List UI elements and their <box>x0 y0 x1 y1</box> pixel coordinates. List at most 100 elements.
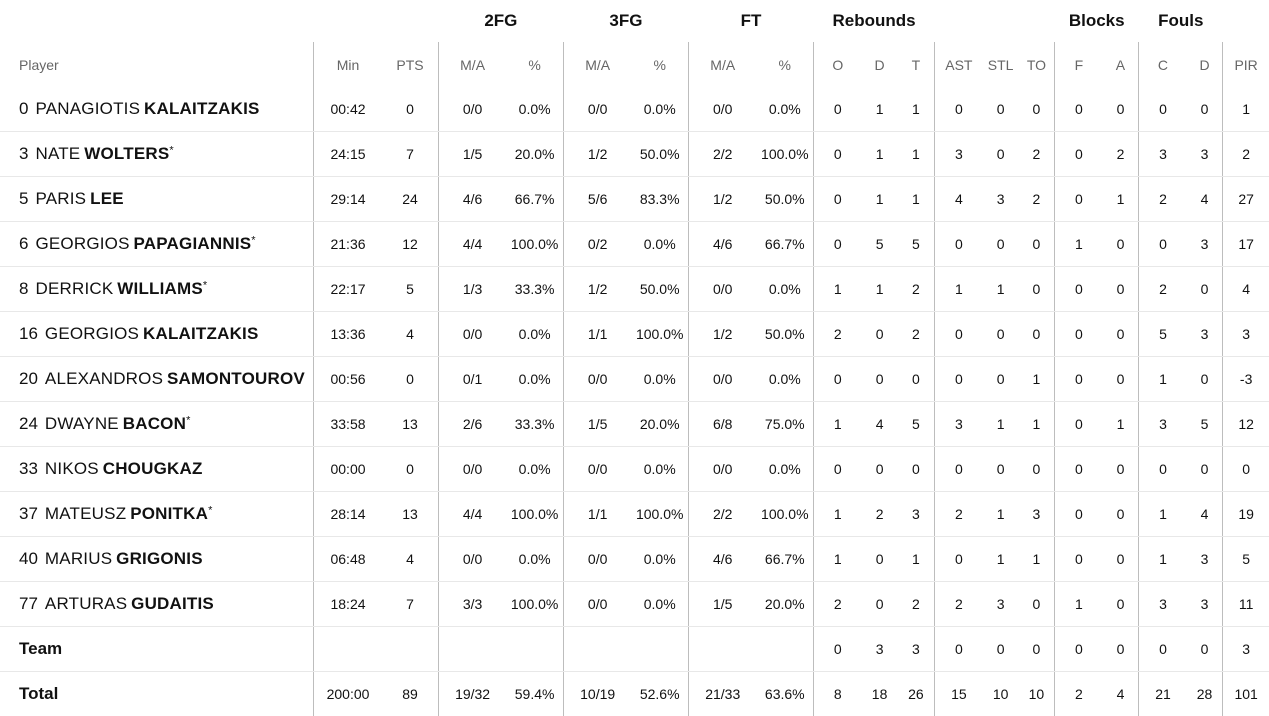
player-number: 3 <box>19 144 28 163</box>
fg2-pct-cell: 0.0% <box>506 357 563 402</box>
team-label: Team <box>0 627 313 672</box>
team-pir-cell: 3 <box>1223 627 1269 672</box>
ast-cell: 3 <box>935 132 983 177</box>
fg2-ma-cell: 4/4 <box>438 222 506 267</box>
player-last-name: GRIGONIS <box>116 549 203 568</box>
fg2-pct-cell: 33.3% <box>506 402 563 447</box>
foul-d-cell: 3 <box>1187 312 1223 357</box>
foul-d-cell: 3 <box>1187 582 1223 627</box>
reb-d-cell: 1 <box>862 267 898 312</box>
team-o-cell: 0 <box>814 627 862 672</box>
team-stl-cell: 0 <box>983 627 1019 672</box>
total-fg2-pct-cell: 59.4% <box>506 672 563 716</box>
reb-o-cell: 0 <box>814 447 862 492</box>
min-cell: 24:15 <box>313 132 382 177</box>
team-label-text: Team <box>19 639 62 658</box>
ast-cell: 0 <box>935 537 983 582</box>
player-first-name: MATEUSZ <box>45 504 126 523</box>
blk-f-cell: 0 <box>1055 402 1103 447</box>
to-cell: 0 <box>1019 222 1055 267</box>
player-last-name: BACON <box>123 414 186 433</box>
fg3-ma-cell: 0/0 <box>563 357 631 402</box>
starter-marker: * <box>208 504 212 516</box>
ast-cell: 0 <box>935 312 983 357</box>
blk-f-cell: 1 <box>1055 582 1103 627</box>
pir-cell: 4 <box>1223 267 1269 312</box>
foul-c-cell: 0 <box>1139 222 1187 267</box>
to-cell: 2 <box>1019 132 1055 177</box>
player-number: 0 <box>19 99 28 118</box>
reb-o-cell: 1 <box>814 537 862 582</box>
fg2-ma-cell: 4/4 <box>438 492 506 537</box>
pir-cell: 0 <box>1223 447 1269 492</box>
blk-f-cell: 1 <box>1055 222 1103 267</box>
group-player-spacer <box>0 0 313 42</box>
pir-cell: 3 <box>1223 312 1269 357</box>
ast-cell: 4 <box>935 177 983 222</box>
min-cell: 06:48 <box>313 537 382 582</box>
foul-d-cell: 3 <box>1187 537 1223 582</box>
player-last-name: KALAITZAKIS <box>143 324 259 343</box>
team-ba-cell: 0 <box>1103 627 1139 672</box>
pir-cell: 2 <box>1223 132 1269 177</box>
team-fg2-pct-cell <box>506 627 563 672</box>
reb-t-cell: 1 <box>898 177 935 222</box>
player-first-name: NATE <box>35 144 80 163</box>
fg2-ma-cell: 0/0 <box>438 447 506 492</box>
ast-cell: 2 <box>935 492 983 537</box>
player-last-name: WILLIAMS <box>117 279 203 298</box>
total-fg3-pct-cell: 52.6% <box>631 672 688 716</box>
total-to-cell: 10 <box>1019 672 1055 716</box>
ft-ma-cell: 6/8 <box>688 402 756 447</box>
min-cell: 29:14 <box>313 177 382 222</box>
pir-cell: 12 <box>1223 402 1269 447</box>
starter-marker: * <box>186 414 190 426</box>
blk-f-cell: 0 <box>1055 492 1103 537</box>
fg3-ma-cell: 1/2 <box>563 132 631 177</box>
col-ft-ma: M/A <box>688 42 756 87</box>
reb-d-cell: 1 <box>862 177 898 222</box>
stl-cell: 0 <box>983 357 1019 402</box>
blk-a-cell: 0 <box>1103 222 1139 267</box>
fg2-pct-cell: 20.0% <box>506 132 563 177</box>
reb-d-cell: 0 <box>862 582 898 627</box>
team-to-cell: 0 <box>1019 627 1055 672</box>
reb-d-cell: 4 <box>862 402 898 447</box>
reb-d-cell: 0 <box>862 537 898 582</box>
reb-o-cell: 1 <box>814 492 862 537</box>
foul-c-cell: 1 <box>1139 492 1187 537</box>
reb-d-cell: 0 <box>862 447 898 492</box>
ft-ma-cell: 4/6 <box>688 537 756 582</box>
group-header-row: 2FG 3FG FT Rebounds Blocks Fouls <box>0 0 1269 42</box>
min-cell: 00:00 <box>313 447 382 492</box>
blk-a-cell: 0 <box>1103 357 1139 402</box>
fg2-pct-cell: 0.0% <box>506 447 563 492</box>
blk-a-cell: 0 <box>1103 582 1139 627</box>
player-number: 37 <box>19 504 38 523</box>
min-cell: 28:14 <box>313 492 382 537</box>
to-cell: 0 <box>1019 582 1055 627</box>
reb-o-cell: 1 <box>814 267 862 312</box>
reb-t-cell: 0 <box>898 357 935 402</box>
stl-cell: 3 <box>983 177 1019 222</box>
reb-o-cell: 0 <box>814 132 862 177</box>
player-number: 24 <box>19 414 38 433</box>
total-min-cell: 200:00 <box>313 672 382 716</box>
reb-o-cell: 2 <box>814 582 862 627</box>
